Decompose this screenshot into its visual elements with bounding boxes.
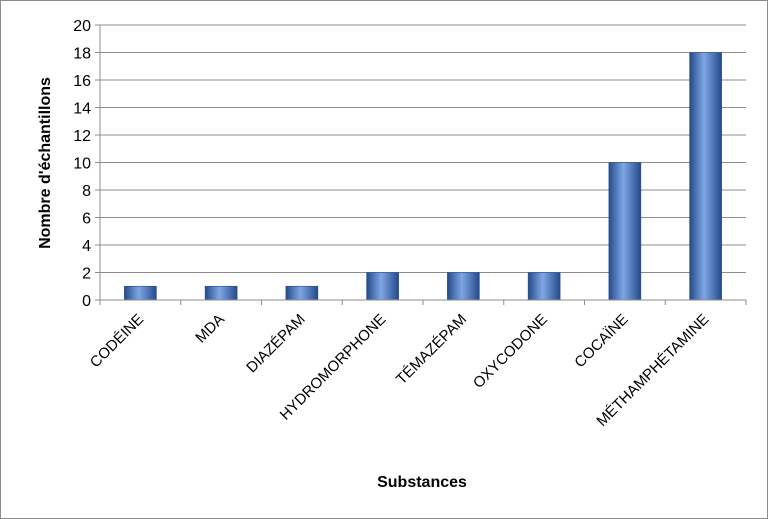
y-tick-label: 20 [73,18,91,35]
bar [608,162,642,301]
x-tick-label: DIAZÉPAM [243,311,308,376]
bar [366,272,399,301]
y-tick-label: 8 [82,183,91,200]
bar [285,285,319,301]
bar [124,285,157,301]
y-tick-label: 18 [73,46,91,63]
gridlines [100,24,746,301]
bar [204,285,238,301]
x-axis-title: Substances [377,474,467,491]
x-tick-label: CODÉINE [87,311,147,371]
y-tick-label: 0 [82,293,91,310]
bar [689,52,722,301]
y-axis-ticks: 0 2 4 6 8 10 12 14 16 18 20 [73,18,100,310]
y-tick-label: 10 [73,156,91,173]
y-tick-label: 4 [82,238,91,255]
bars [124,52,722,301]
x-tick-label: MDA [192,311,228,347]
x-tick-label: TÉMAZÉPAM [393,311,470,388]
y-tick-label: 2 [82,266,91,283]
y-tick-label: 16 [73,73,91,90]
y-axis-title: Nombre d'échantillons [37,77,54,249]
x-tick-label: COCAÏNE [571,311,631,371]
x-tick-label: OXYCODONE [470,311,551,392]
y-tick-label: 12 [73,128,91,145]
bar [447,272,480,301]
y-tick-label: 14 [73,101,91,118]
y-tick-label: 6 [82,211,91,228]
bar [527,272,561,301]
